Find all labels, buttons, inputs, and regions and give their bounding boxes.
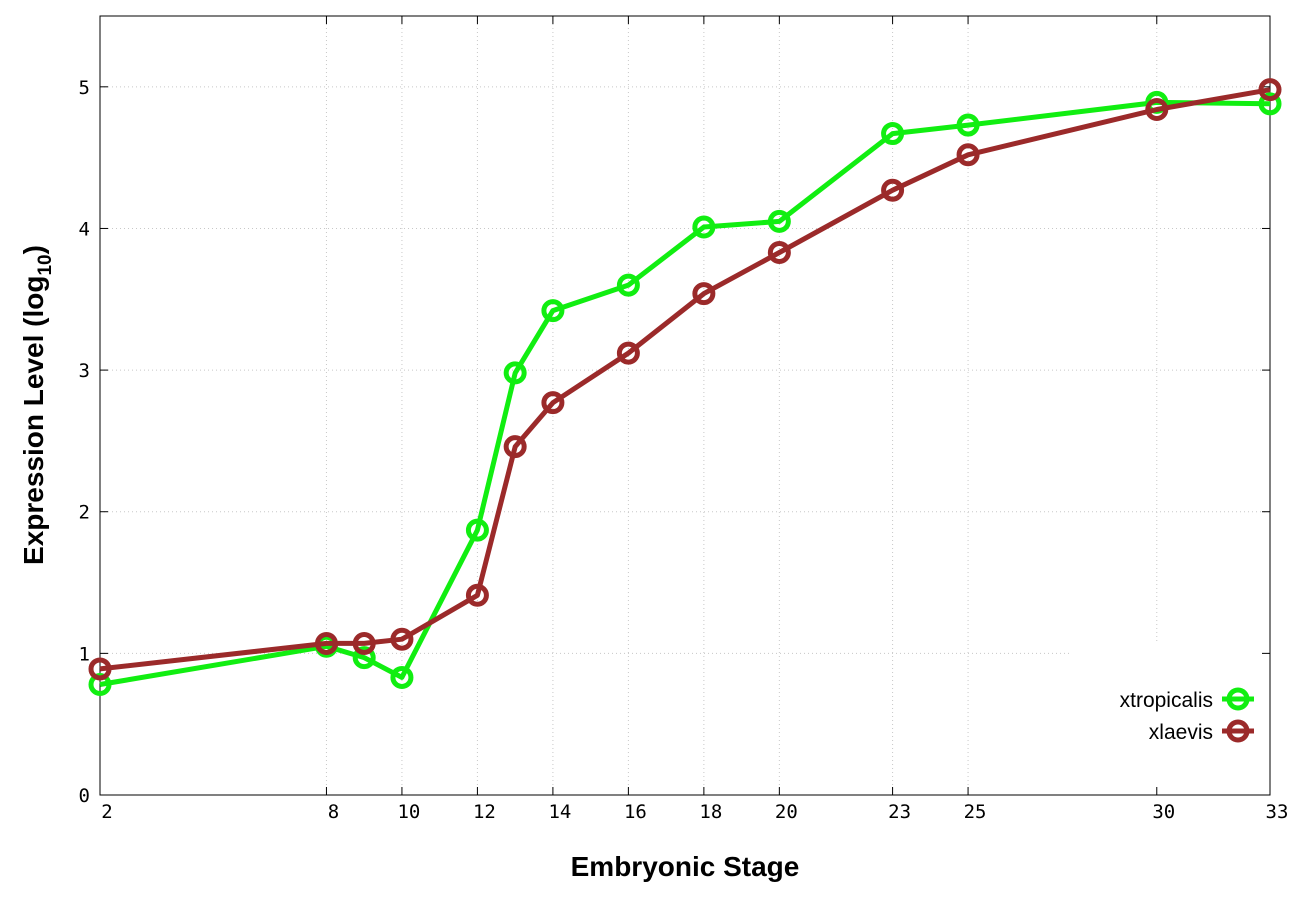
legend-swatch-marker [1226, 687, 1250, 711]
legend-background [1072, 641, 1268, 793]
data-point [616, 341, 640, 365]
data-point [767, 209, 791, 233]
legend-entry: xtropicalis [1120, 687, 1254, 712]
x-tick-label: 23 [888, 801, 911, 823]
legend-label: xtropicalis [1120, 689, 1213, 712]
data-point [88, 657, 112, 681]
x-tick-label: 10 [397, 801, 420, 823]
series-line [99, 87, 1271, 672]
data-point [767, 241, 791, 265]
y-axis-title-subscript: 10 [35, 254, 56, 275]
data-point [465, 518, 489, 542]
x-tick-label: 33 [1266, 801, 1289, 823]
legend: xtropicalis xlaevis [1120, 687, 1254, 744]
x-axis-title: Embryonic Stage [571, 851, 800, 882]
grid-lines [100, 16, 1270, 795]
data-point [881, 178, 905, 202]
x-tick-label: 2 [101, 801, 112, 823]
data-point [541, 299, 565, 323]
legend-entry: xlaevis [1149, 719, 1254, 744]
y-tick-label: 5 [79, 77, 90, 99]
data-point [390, 627, 414, 651]
series-line [99, 99, 1271, 687]
x-tick-label: 30 [1152, 801, 1175, 823]
y-tick-label: 0 [79, 785, 90, 807]
data-point [956, 143, 980, 167]
data-point [541, 391, 565, 415]
x-tick-label: 20 [775, 801, 798, 823]
data-point [1258, 78, 1282, 102]
x-tick-label: 12 [473, 801, 496, 823]
y-tick-label: 2 [79, 502, 90, 524]
series-xlaevis [88, 78, 1282, 681]
plot-area-frame [99, 15, 1271, 796]
data-point [692, 215, 716, 239]
data-point [352, 646, 376, 670]
data-point [352, 631, 376, 655]
data-point [692, 282, 716, 306]
y-tick-label: 1 [79, 643, 90, 665]
y-tick-label: 3 [79, 360, 90, 382]
x-tick-label: 25 [964, 801, 987, 823]
data-point [465, 583, 489, 607]
y-tick-label: 4 [79, 218, 90, 240]
series-xtropicalis [88, 90, 1282, 697]
y-axis-title-close: ) [18, 245, 49, 254]
x-tick-label: 14 [548, 801, 571, 823]
data-point [1258, 92, 1282, 116]
x-tick-label: 16 [624, 801, 647, 823]
legend-swatch-marker [1226, 719, 1250, 743]
data-point [503, 435, 527, 459]
data-point [616, 273, 640, 297]
y-axis-title: Expression Level (log10) [18, 245, 56, 565]
data-point [503, 361, 527, 385]
x-tick-label: 8 [328, 801, 339, 823]
data-point [956, 113, 980, 137]
data-point [314, 631, 338, 655]
data-point [390, 665, 414, 689]
x-tick-label: 18 [699, 801, 722, 823]
data-point [881, 122, 905, 146]
data-point [1145, 97, 1169, 121]
legend-label: xlaevis [1149, 721, 1213, 744]
y-axis-title-main: Expression Level (log [18, 276, 49, 565]
series-layer [88, 78, 1282, 697]
